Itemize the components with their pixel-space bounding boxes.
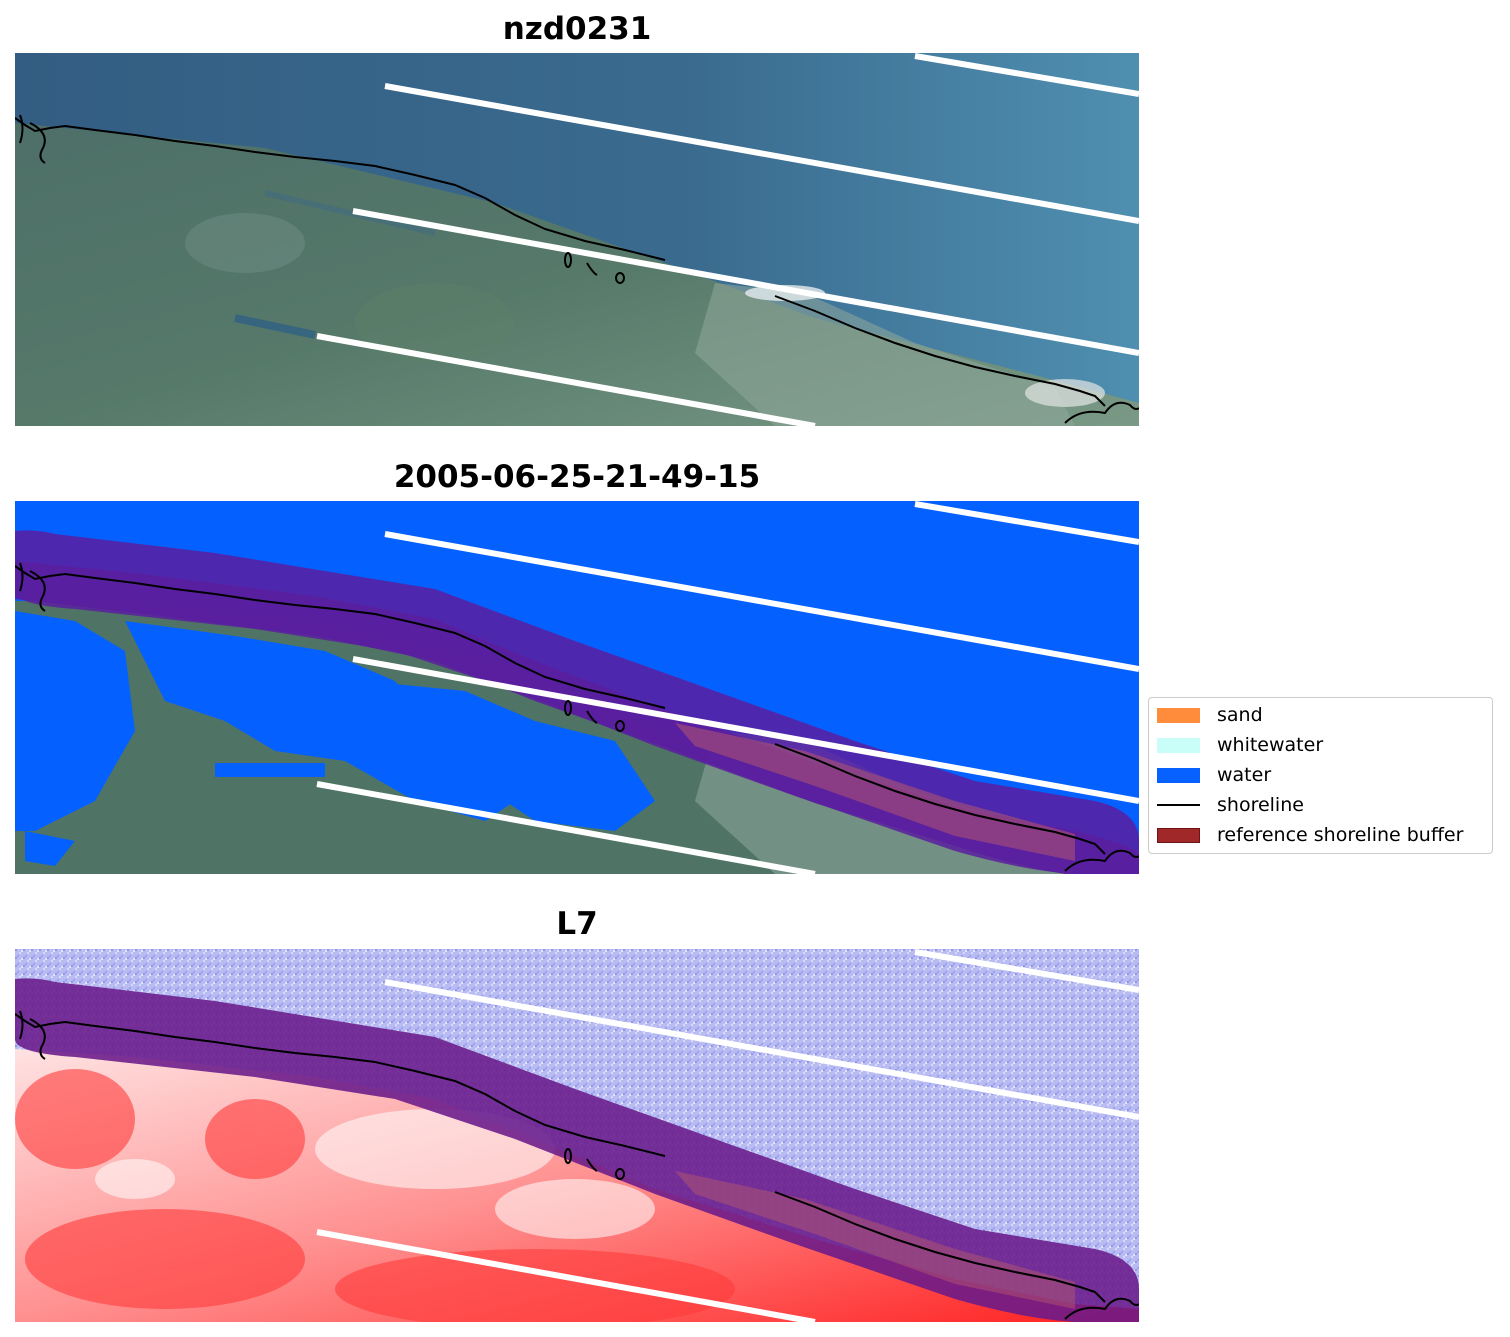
classified-image-panel [15, 501, 1139, 874]
shoreline-line-swatch [1157, 804, 1200, 806]
rgb-image [15, 53, 1139, 426]
legend-item-shoreline: shoreline [1149, 793, 1492, 817]
legend-item-buffer: reference shoreline buffer [1149, 823, 1492, 847]
legend-item-water: water [1149, 763, 1492, 787]
legend-item-whitewater: whitewater [1149, 733, 1492, 757]
classified-image [15, 501, 1139, 874]
rgb-image-panel [15, 53, 1139, 426]
panel-title-rgb: nzd0231 [502, 11, 652, 47]
index-image [15, 949, 1139, 1322]
legend-label: water [1217, 764, 1272, 786]
water-swatch [1157, 768, 1200, 783]
legend-label: reference shoreline buffer [1217, 824, 1464, 846]
legend-item-sand: sand [1149, 703, 1492, 727]
legend-label: sand [1217, 704, 1263, 726]
legend: sand whitewater water shoreline referenc… [1148, 697, 1493, 854]
index-image-panel [15, 949, 1139, 1322]
whitewater-swatch [1157, 738, 1200, 753]
panel-title-index: L7 [556, 906, 598, 942]
legend-label: whitewater [1217, 734, 1324, 756]
buffer-swatch [1157, 828, 1200, 843]
panel-title-classified: 2005-06-25-21-49-15 [393, 459, 761, 495]
legend-label: shoreline [1217, 794, 1304, 816]
sand-swatch [1157, 708, 1200, 723]
